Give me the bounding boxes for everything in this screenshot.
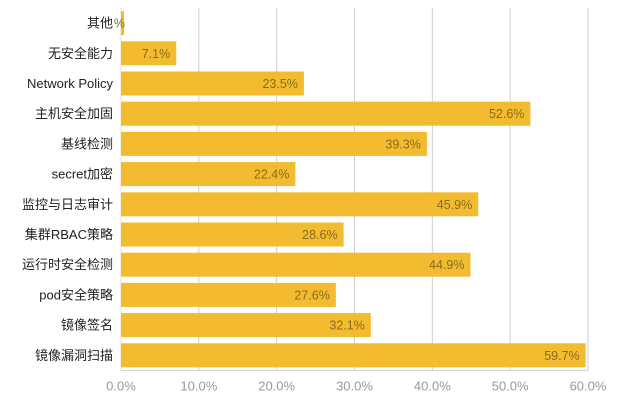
bar: [121, 252, 471, 277]
x-tick-label: 60.0%: [570, 378, 607, 393]
data-label: 27.6%: [294, 288, 329, 302]
category-label: Network Policy: [27, 76, 113, 91]
x-tick-label: 0.0%: [106, 378, 136, 393]
category-label: 无安全能力: [48, 46, 113, 61]
category-label: 其他: [87, 16, 113, 31]
bar: [121, 343, 586, 368]
data-label: 39.3%: [385, 137, 420, 151]
bar: [121, 192, 479, 217]
data-label: 7.1%: [142, 47, 171, 61]
bar: [121, 101, 531, 126]
x-tick-label: 40.0%: [414, 378, 451, 393]
category-label: 运行时安全检测: [22, 257, 113, 272]
category-label: 集群RBAC策略: [25, 227, 113, 242]
data-label: %: [114, 17, 125, 31]
bar: [121, 222, 344, 247]
x-tick-label: 10.0%: [180, 378, 217, 393]
bar: [121, 162, 296, 187]
x-tick-label: 30.0%: [336, 378, 373, 393]
bar: [121, 282, 336, 307]
data-label: 22.4%: [254, 168, 289, 182]
bar: [121, 131, 427, 156]
category-label: 镜像签名: [61, 318, 113, 333]
bar: [121, 313, 371, 338]
bar: [121, 11, 125, 36]
data-label: 45.9%: [437, 198, 472, 212]
data-label: 52.6%: [489, 107, 524, 121]
category-label: pod安全策略: [39, 287, 113, 302]
bar: [121, 41, 177, 66]
category-label: secret加密: [52, 167, 113, 182]
x-tick-label: 20.0%: [258, 378, 295, 393]
data-label: 44.9%: [429, 258, 464, 272]
category-label: 主机安全加固: [35, 106, 113, 121]
category-label: 镜像漏洞扫描: [35, 348, 113, 363]
data-label: 32.1%: [329, 319, 364, 333]
category-label: 基线检测: [61, 136, 113, 151]
data-label: 59.7%: [544, 349, 579, 363]
category-label: 监控与日志审计: [22, 197, 113, 212]
x-tick-label: 50.0%: [492, 378, 529, 393]
data-label: 28.6%: [302, 228, 337, 242]
data-label: 23.5%: [262, 77, 297, 91]
bar: [121, 71, 304, 96]
